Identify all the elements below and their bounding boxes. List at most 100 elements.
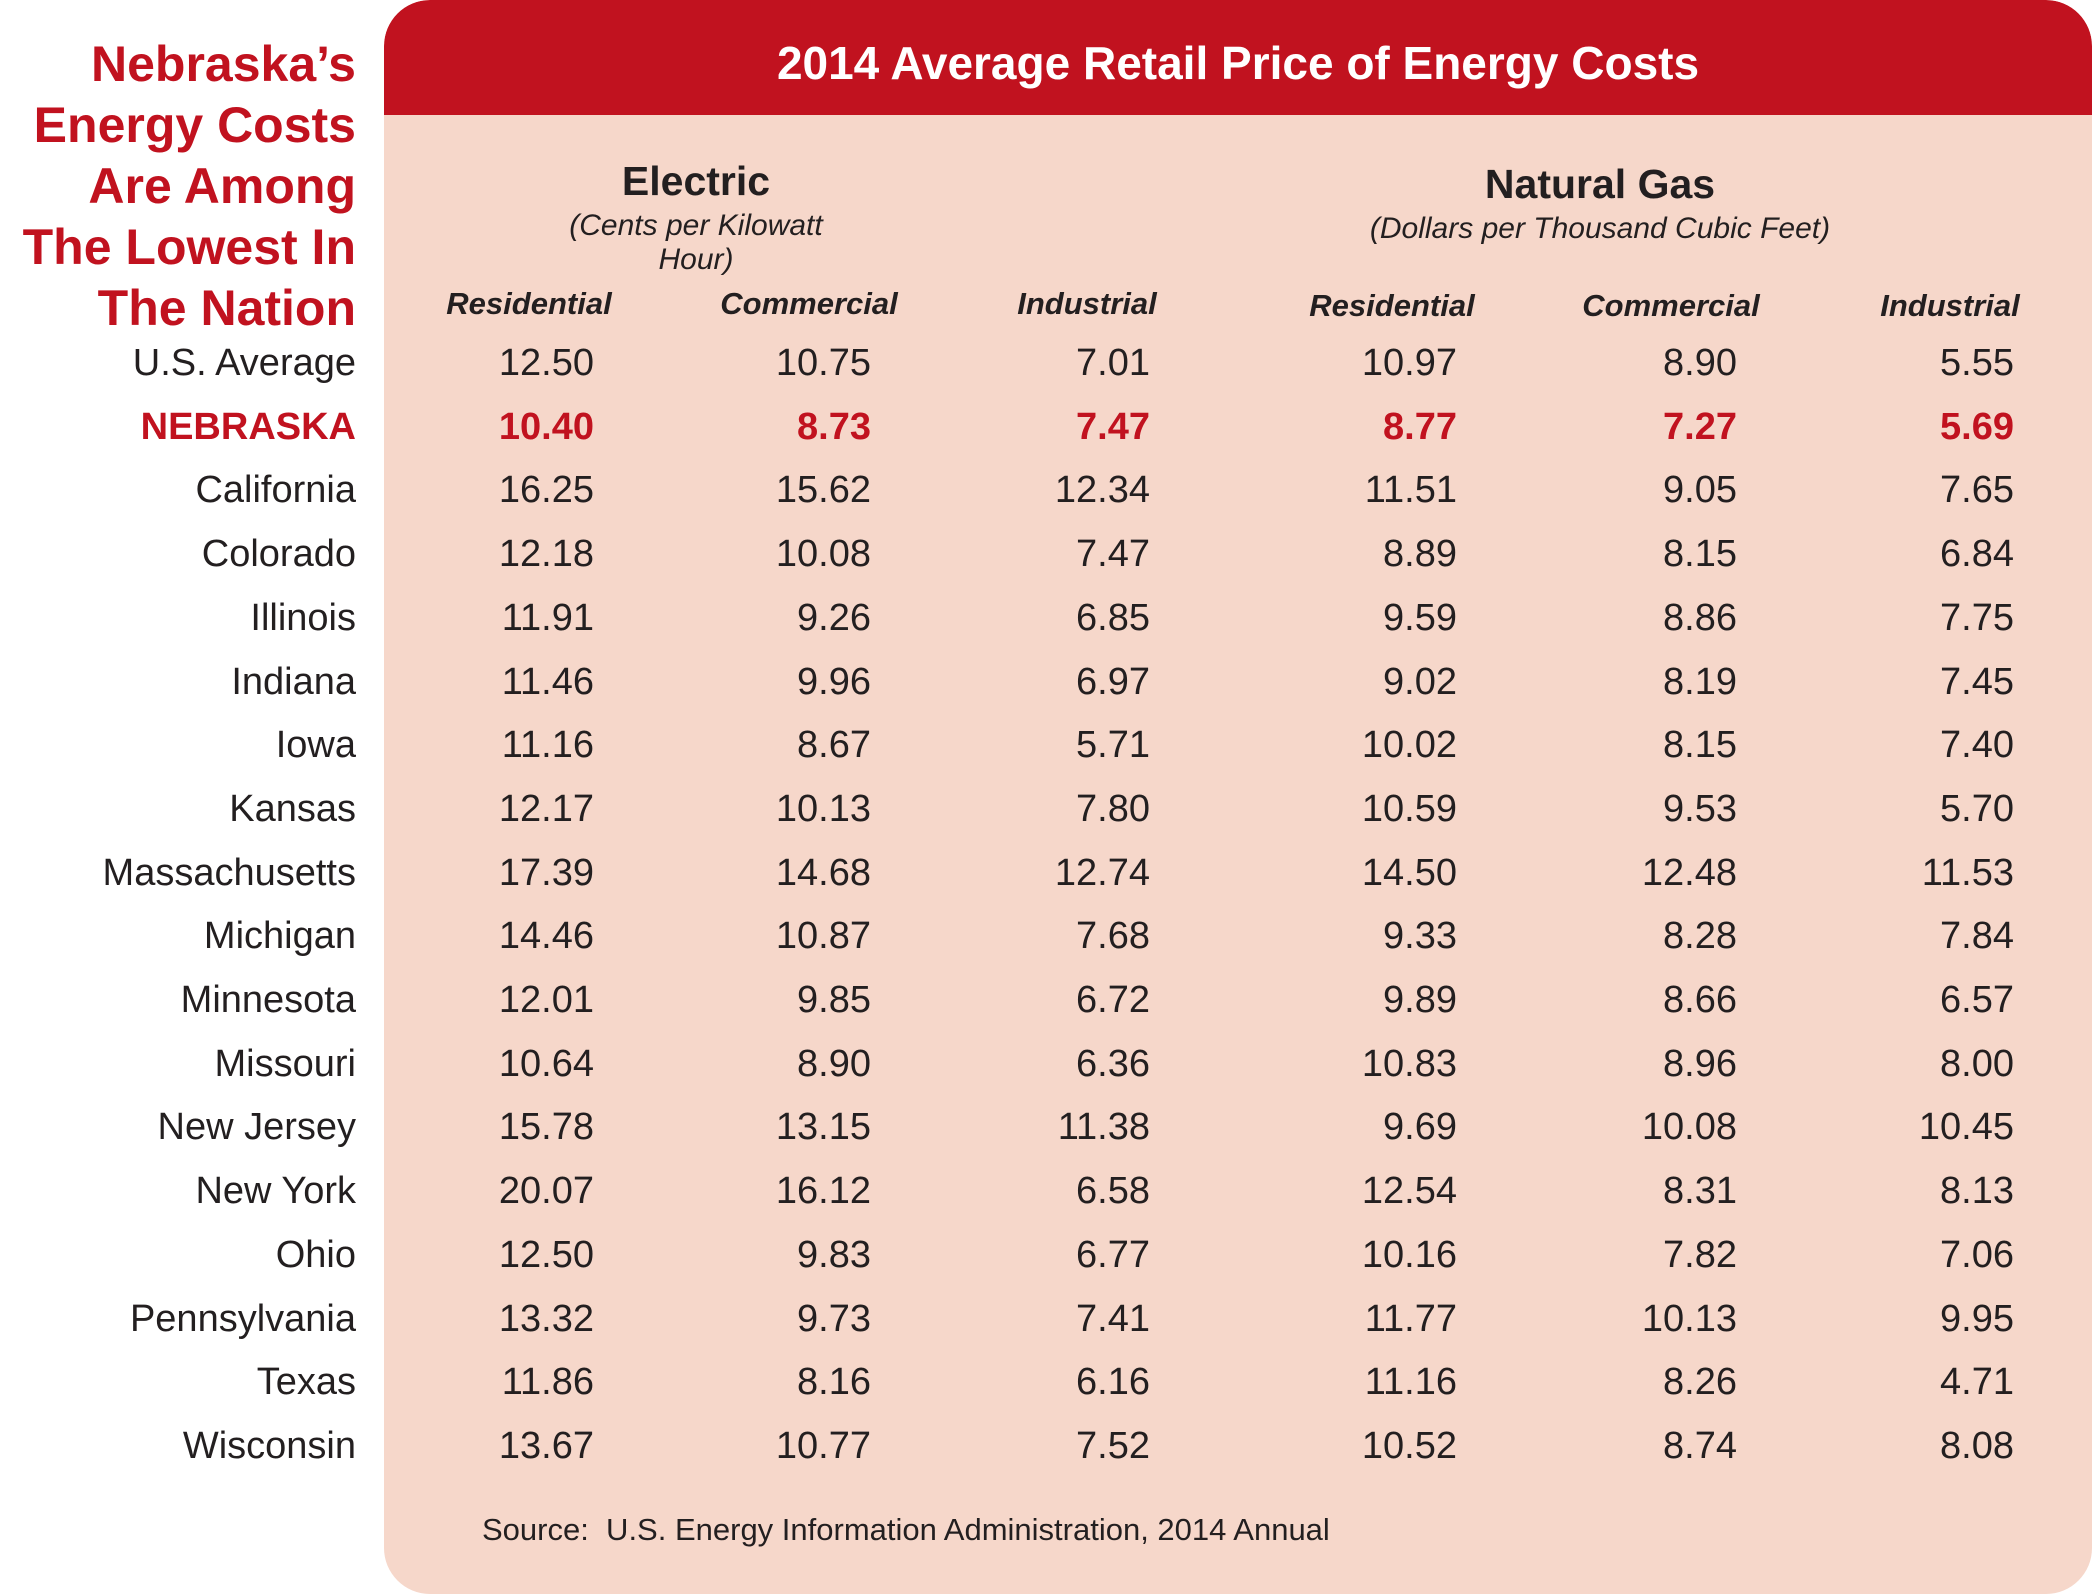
table-cell: 11.53: [1921, 851, 2014, 894]
table-cell: 8.28: [1663, 915, 1737, 958]
table-cell: 16.25: [498, 469, 594, 512]
table-panel: 2014 Average Retail Price of Energy Cost…: [384, 0, 2092, 1594]
column-header-natural-gas-residential: Residential: [1309, 288, 1475, 323]
group-unit-natural-gas: (Dollars per Thousand Cubic Feet): [1369, 212, 1831, 245]
table-cell: 12.48: [1641, 851, 1737, 894]
table-cell: 9.53: [1663, 787, 1737, 830]
table-cell: 11.16: [501, 724, 594, 767]
table-cell: 10.45: [1918, 1106, 2014, 1149]
column-header-electric-commercial: Commercial: [720, 286, 898, 321]
table-cell: 10.52: [1361, 1424, 1457, 1467]
table-cell: 8.26: [1663, 1361, 1737, 1404]
table-cell: 11.77: [1364, 1297, 1457, 1340]
row-label: Wisconsin: [182, 1424, 356, 1467]
table-cell: 7.45: [1940, 660, 2014, 703]
table-cell: 6.97: [1076, 660, 1150, 703]
table-cell: 6.72: [1076, 979, 1150, 1021]
table-cell: 11.38: [1057, 1106, 1150, 1149]
table-cell: 9.26: [797, 596, 871, 639]
table-cell: 11.46: [501, 660, 594, 703]
row-label: Missouri: [214, 1042, 356, 1085]
table-cell: 5.55: [1940, 342, 2014, 384]
table-cell: 10.13: [1641, 1297, 1737, 1340]
row-label: Indiana: [231, 660, 356, 703]
row-label: Ohio: [275, 1233, 356, 1276]
table-cell: 12.34: [1054, 469, 1150, 512]
group-title-natural-gas: Natural Gas: [1484, 161, 1716, 207]
table-cell: 6.16: [1076, 1361, 1150, 1404]
row-label: Kansas: [229, 787, 356, 830]
row-label: New York: [195, 1170, 356, 1213]
table-cell: 12.01: [498, 979, 594, 1021]
table-cell: 7.65: [1940, 469, 2014, 512]
column-header-natural-gas-industrial: Industrial: [1880, 288, 2020, 323]
table-cell: 20.07: [498, 1170, 594, 1213]
group-unit-electric: (Cents per Kilowatt Hour): [569, 209, 823, 276]
row-label: California: [195, 469, 356, 512]
table-cell: 12.50: [498, 1233, 594, 1276]
headline: Nebraska’s Energy Costs Are Among The Lo…: [0, 34, 356, 339]
group-title-electric: Electric: [621, 158, 771, 204]
table-cell: 14.68: [775, 851, 871, 894]
table-cell: 11.16: [1364, 1361, 1457, 1404]
headline-line: Nebraska’s: [91, 36, 356, 92]
table-cell: 11.51: [1364, 469, 1457, 512]
table-cell: 13.67: [498, 1424, 594, 1467]
table-cell: 7.68: [1076, 915, 1150, 958]
table-cell: 9.95: [1940, 1297, 2014, 1340]
table-cell: 8.89: [1383, 533, 1457, 576]
table-cell: 11.86: [501, 1361, 594, 1404]
table-cell: 7.82: [1663, 1233, 1737, 1276]
headline-line: The Lowest In: [22, 219, 356, 275]
table-cell: 8.66: [1663, 979, 1737, 1021]
table-title: 2014 Average Retail Price of Energy Cost…: [384, 0, 2092, 115]
table-cell: 9.89: [1383, 979, 1457, 1021]
table-cell: 10.13: [775, 787, 871, 830]
row-label: Texas: [256, 1361, 356, 1404]
table-cell: 7.27: [1663, 405, 1737, 448]
table-cell: 6.84: [1940, 533, 2014, 576]
table-cell: 10.02: [1361, 724, 1457, 767]
table-cell: 8.67: [797, 724, 871, 767]
table-cell: 12.18: [498, 533, 594, 576]
row-label: Pennsylvania: [129, 1297, 356, 1340]
table-cell: 9.02: [1383, 660, 1457, 703]
table-cell: 9.83: [797, 1233, 871, 1276]
table-cell: 13.32: [498, 1297, 594, 1340]
table-cell: 4.71: [1940, 1361, 2014, 1404]
table-cell: 9.59: [1383, 596, 1457, 639]
table-cell: 10.97: [1361, 342, 1457, 384]
table-cell: 7.41: [1076, 1297, 1150, 1340]
table-cell: 8.90: [797, 1042, 871, 1085]
row-label: Colorado: [201, 533, 356, 576]
table-cell: 10.40: [498, 405, 594, 448]
table-cell: 16.12: [775, 1170, 871, 1213]
source-note: Source: U.S. Energy Information Administ…: [482, 1512, 1330, 1547]
headline-line: The Nation: [97, 280, 356, 336]
table-cell: 8.31: [1663, 1170, 1737, 1213]
table-cell: 9.73: [797, 1297, 871, 1340]
table-cell: 10.08: [775, 533, 871, 576]
table-cell: 10.77: [775, 1424, 871, 1467]
table-cell: 8.19: [1663, 660, 1737, 703]
table-cell: 9.85: [797, 979, 871, 1021]
row-label: Michigan: [203, 915, 356, 958]
table-cell: 7.52: [1076, 1424, 1150, 1467]
table-cell: 5.70: [1940, 787, 2014, 830]
row-label: Iowa: [275, 724, 356, 767]
table-cell: 10.64: [498, 1042, 594, 1085]
table-cell: 10.59: [1361, 787, 1457, 830]
table-cell: 10.16: [1361, 1233, 1457, 1276]
table-cell: 10.87: [775, 915, 871, 958]
table-cell: 7.01: [1076, 342, 1150, 384]
column-header-electric-residential: Residential: [446, 286, 612, 321]
table-cell: 12.74: [1054, 851, 1150, 894]
table-cell: 12.54: [1361, 1170, 1457, 1213]
table-cell: 12.50: [498, 342, 594, 384]
table-cell: 17.39: [498, 851, 594, 894]
table-cell: 7.80: [1076, 787, 1150, 830]
table-cell: 8.16: [797, 1361, 871, 1404]
table-cell: 8.73: [797, 405, 871, 448]
table-cell: 9.96: [797, 660, 871, 703]
headline-line: Energy Costs: [33, 97, 356, 153]
